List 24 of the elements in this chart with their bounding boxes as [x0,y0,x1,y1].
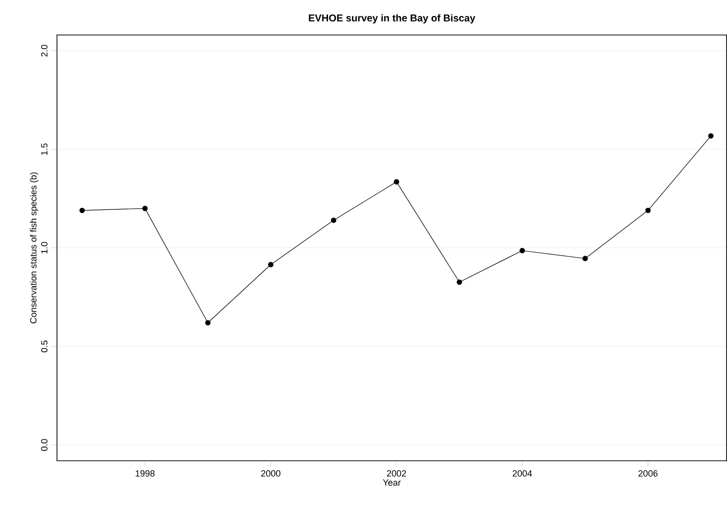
point [142,206,148,212]
point [394,179,400,185]
point [268,262,274,268]
point [645,208,651,214]
y-tick-label: 2.0 [41,44,48,57]
x-tick-label: 2002 [386,470,406,477]
point [205,320,211,326]
point [708,133,714,139]
x-axis-title: Year [382,480,401,486]
x-tick-label: 2006 [638,470,658,477]
point [79,208,85,214]
x-tick-label: 2000 [261,470,280,477]
y-tick-label: 1.0 [41,242,48,254]
y-tick-label: 0.0 [41,439,48,451]
point [520,248,525,254]
chart-title: EVHOE survey in the Bay of Biscay [308,14,476,24]
point [582,256,588,262]
point [330,218,336,224]
y-tick-label: 0.5 [41,340,48,352]
x-tick-label: 1998 [136,470,155,477]
point [456,280,462,285]
x-tick-label: 2004 [512,470,532,477]
y-axis-title: Conservation status of fish species (b) [30,172,38,324]
y-tick-label: 1.5 [41,144,48,155]
